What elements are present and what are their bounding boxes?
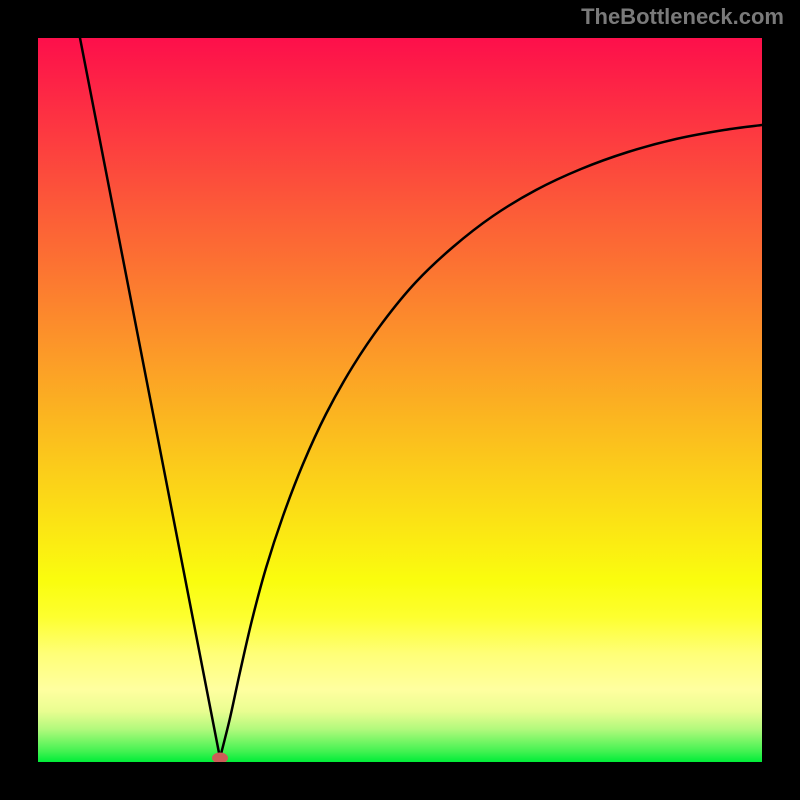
plot-area <box>38 38 762 762</box>
gradient-background <box>38 38 762 762</box>
watermark-text: TheBottleneck.com <box>581 4 784 30</box>
chart-canvas: TheBottleneck.com <box>0 0 800 800</box>
